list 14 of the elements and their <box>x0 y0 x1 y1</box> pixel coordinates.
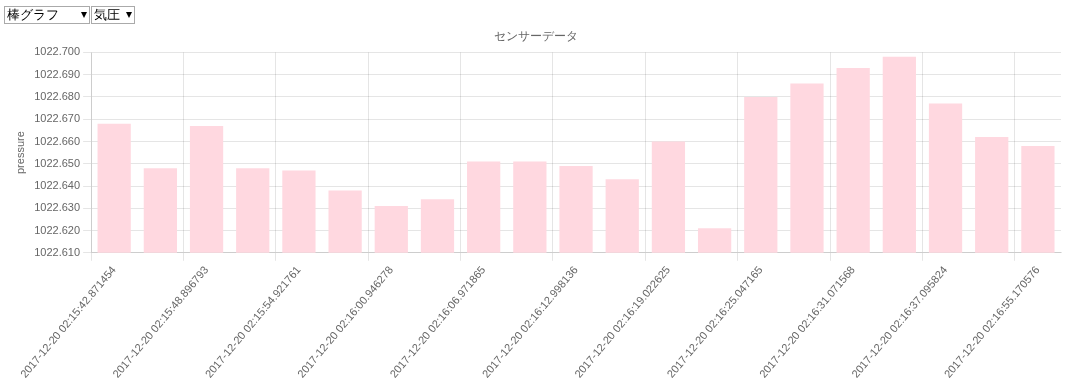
y-tick-label: 1022.620 <box>34 223 81 236</box>
dropdown: 棒グラフ <box>4 6 90 24</box>
y-tick-label: 1022.650 <box>34 156 81 169</box>
y-tick-label: 1022.660 <box>34 134 81 147</box>
y-tick-label: 1022.670 <box>34 112 81 125</box>
y-tick-label: 1022.690 <box>34 67 81 80</box>
y-tick-label: 1022.610 <box>34 245 81 258</box>
y-tick-label: 1022.700 <box>34 45 81 58</box>
y-tick-label: 1022.680 <box>34 89 81 102</box>
dropdown: 気圧 <box>91 6 135 24</box>
y-axis-title: pressure <box>13 131 26 174</box>
chart-title: センサーデータ <box>493 29 578 44</box>
y-tick-label: 1022.630 <box>34 201 81 214</box>
y-tick-label: 1022.640 <box>34 179 81 192</box>
